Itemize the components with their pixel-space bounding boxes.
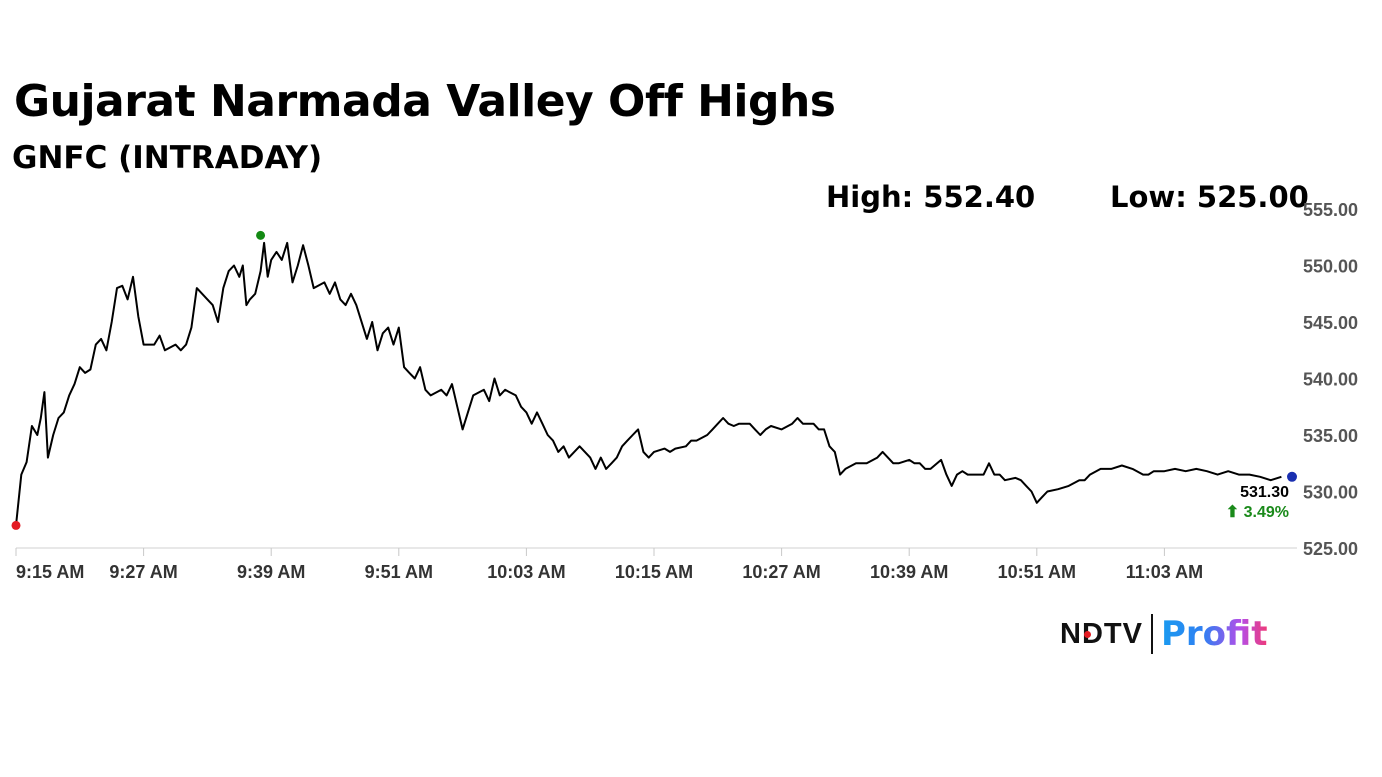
x-tick-label: 9:27 AM — [109, 562, 177, 582]
x-tick-label: 9:15 AM — [16, 562, 84, 582]
x-tick-label: 9:51 AM — [365, 562, 433, 582]
y-tick-label: 530.00 — [1303, 483, 1358, 503]
chart-title: Gujarat Narmada Valley Off Highs — [14, 76, 836, 127]
last-marker — [1287, 471, 1297, 482]
high-marker — [256, 230, 266, 240]
y-axis: 555.00 550.00 545.00 540.00 535.00 530.00 525.… — [1303, 200, 1358, 559]
x-tick-label: 11:03 AM — [1126, 562, 1203, 582]
logo-product: Profit — [1160, 614, 1268, 654]
x-tick-label: 10:51 AM — [998, 562, 1076, 582]
last-price-label: 531.30 — [1240, 484, 1289, 501]
high-stat: High: 552.40 — [826, 180, 1036, 214]
ndtv-profit-logo: NDTV Profit — [1060, 612, 1267, 656]
change-percent-label: ⬆ 3.49% — [1226, 504, 1289, 521]
chart-subtitle: GNFC (INTRADAY) — [12, 140, 323, 176]
y-tick-label: 540.00 — [1303, 370, 1358, 390]
x-tick-label: 10:39 AM — [870, 562, 948, 582]
x-axis: 9:15 AM 9:27 AM 9:39 AM 9:51 AM 10:03 AM 10:1… — [15, 547, 1297, 582]
x-tick-label: 10:03 AM — [487, 562, 565, 582]
price-series-line — [15, 241, 1282, 526]
y-tick-label: 525.00 — [1303, 539, 1358, 559]
x-tick-label: 10:27 AM — [742, 562, 820, 582]
logo-separator — [1150, 614, 1153, 654]
x-tick-label: 10:15 AM — [615, 562, 693, 582]
low-stat: Low: 525.00 — [1110, 180, 1309, 214]
x-tick-label: 9:39 AM — [237, 562, 305, 582]
logo-brand: NDTV — [1060, 617, 1143, 650]
low-marker — [11, 520, 21, 530]
y-tick-label: 535.00 — [1303, 426, 1358, 446]
y-tick-label: 550.00 — [1303, 257, 1358, 277]
y-tick-label: 545.00 — [1303, 313, 1358, 333]
red-dot-icon — [1084, 631, 1091, 638]
y-tick-label: 555.00 — [1303, 200, 1358, 220]
